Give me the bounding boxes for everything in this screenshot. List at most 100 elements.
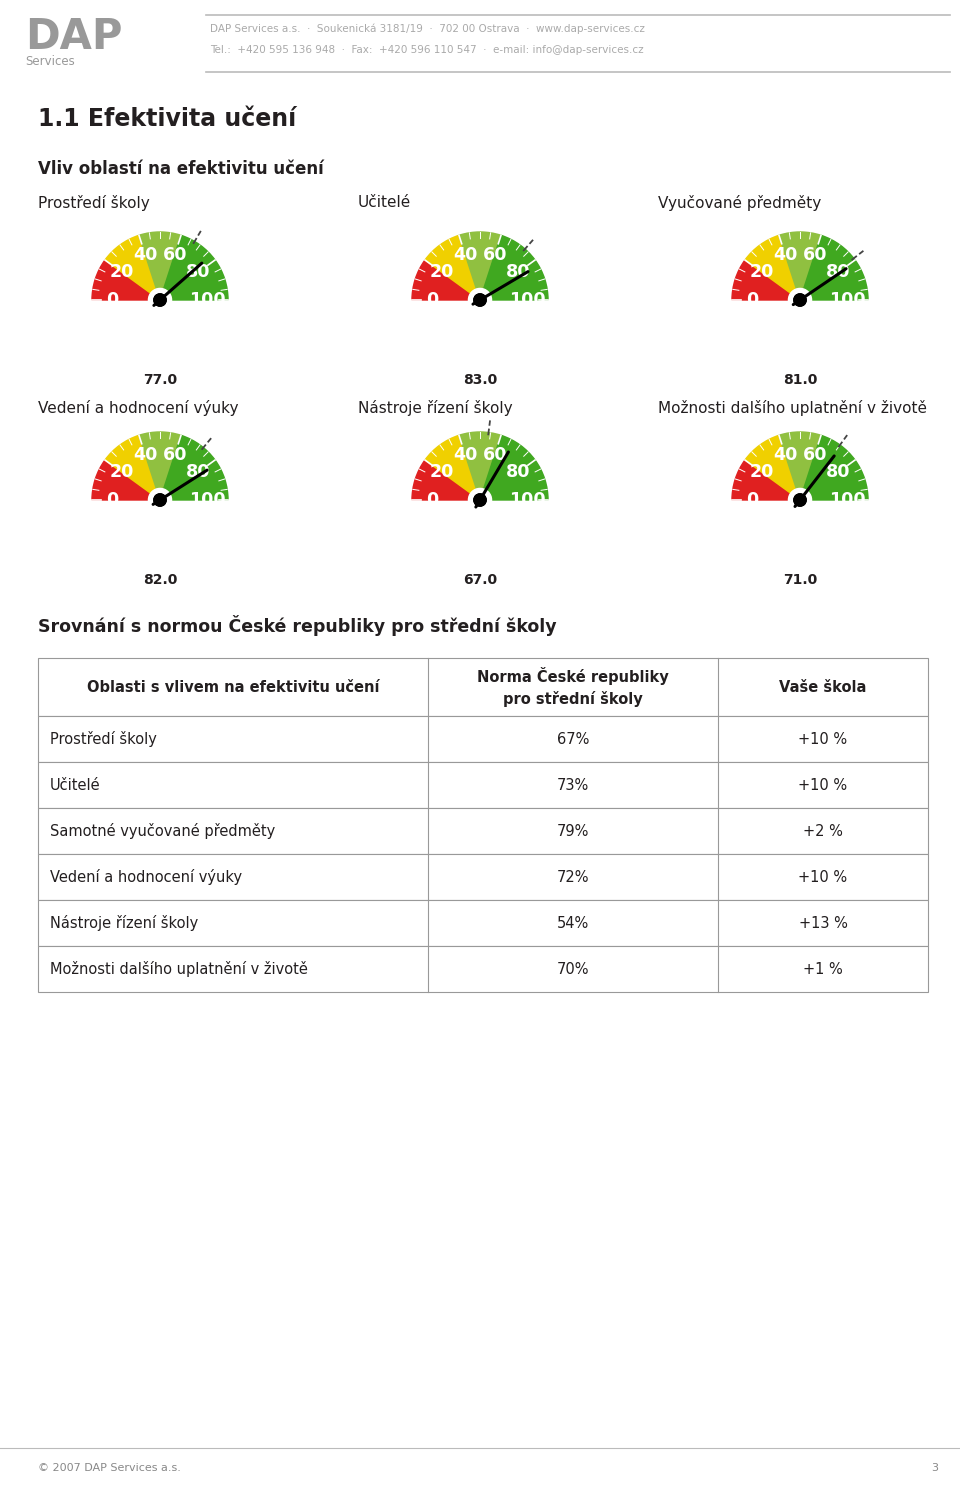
Text: 0: 0: [426, 491, 439, 509]
Text: 80: 80: [186, 263, 211, 281]
Bar: [38, 808, 928, 854]
Text: 0: 0: [746, 491, 758, 509]
Text: Možnosti dalšího uplatnění v životě: Možnosti dalšího uplatnění v životě: [50, 961, 308, 976]
Text: Vedení a hodnocení výuky: Vedení a hodnocení výuky: [38, 400, 238, 417]
Wedge shape: [139, 231, 181, 290]
Text: 67%: 67%: [557, 732, 589, 746]
Wedge shape: [745, 436, 797, 493]
Wedge shape: [779, 231, 821, 290]
Text: 0: 0: [746, 291, 758, 309]
Text: 80: 80: [827, 463, 851, 481]
Circle shape: [154, 494, 166, 506]
Text: 77.0: 77.0: [143, 373, 177, 387]
Text: 40: 40: [133, 446, 157, 464]
Wedge shape: [105, 236, 156, 293]
Wedge shape: [398, 300, 562, 382]
Text: +13 %: +13 %: [799, 915, 848, 930]
Text: +10 %: +10 %: [799, 869, 848, 884]
Text: 71.0: 71.0: [782, 573, 817, 587]
Text: 100: 100: [510, 491, 546, 509]
Text: Nástroje řízení školy: Nástroje řízení školy: [50, 915, 199, 932]
Text: +2 %: +2 %: [804, 824, 843, 839]
Circle shape: [474, 494, 486, 506]
Text: 73%: 73%: [557, 778, 589, 793]
Wedge shape: [398, 500, 562, 582]
Text: 70%: 70%: [557, 961, 589, 976]
Text: Oblasti s vlivem na efektivitu učení: Oblasti s vlivem na efektivitu učení: [86, 679, 379, 694]
Wedge shape: [149, 288, 172, 312]
Wedge shape: [412, 231, 548, 300]
Text: 80: 80: [186, 463, 211, 481]
Wedge shape: [425, 236, 476, 293]
Bar: [38, 854, 928, 900]
Text: 20: 20: [109, 263, 133, 281]
Text: 20: 20: [750, 263, 774, 281]
Text: 40: 40: [773, 246, 798, 264]
Text: 60: 60: [483, 446, 507, 464]
Text: 60: 60: [162, 446, 187, 464]
Wedge shape: [732, 231, 868, 300]
Wedge shape: [484, 436, 548, 500]
Text: 40: 40: [133, 246, 157, 264]
Wedge shape: [412, 260, 470, 300]
Text: 20: 20: [429, 463, 454, 481]
Text: 60: 60: [162, 246, 187, 264]
Text: 80: 80: [506, 463, 531, 481]
Circle shape: [154, 294, 166, 306]
Wedge shape: [459, 431, 501, 490]
Wedge shape: [468, 488, 492, 512]
Text: Samotné vyučované předměty: Samotné vyučované předměty: [50, 823, 276, 839]
Text: Services: Services: [25, 55, 75, 69]
Text: © 2007 DAP Services a.s.: © 2007 DAP Services a.s.: [38, 1463, 180, 1474]
Text: DAP: DAP: [25, 16, 123, 58]
Text: Prostředí školy: Prostředí školy: [38, 196, 150, 211]
Wedge shape: [105, 436, 156, 493]
Wedge shape: [484, 236, 548, 300]
Wedge shape: [412, 431, 548, 500]
Text: Srovnání s normou České republiky pro střední školy: Srovnání s normou České republiky pro st…: [38, 615, 557, 636]
Circle shape: [794, 294, 806, 306]
Text: 72%: 72%: [557, 869, 589, 884]
Text: 82.0: 82.0: [143, 573, 178, 587]
Text: Vliv oblastí na efektivitu učení: Vliv oblastí na efektivitu učení: [38, 160, 324, 178]
Text: Učitelé: Učitelé: [358, 196, 411, 211]
Wedge shape: [425, 436, 476, 493]
Wedge shape: [779, 431, 821, 490]
Text: Prostředí školy: Prostředí školy: [50, 732, 156, 746]
Text: +1 %: +1 %: [804, 961, 843, 976]
Wedge shape: [718, 500, 881, 582]
Text: Vyučované předměty: Vyučované předměty: [658, 196, 821, 211]
Text: 40: 40: [773, 446, 798, 464]
Text: 79%: 79%: [557, 824, 589, 839]
Text: 0: 0: [107, 491, 118, 509]
Text: Vaše škola: Vaše škola: [780, 679, 867, 694]
Circle shape: [794, 494, 806, 506]
Text: 40: 40: [453, 246, 477, 264]
Text: 40: 40: [453, 446, 477, 464]
Text: 80: 80: [506, 263, 531, 281]
Wedge shape: [804, 236, 868, 300]
Text: Vedení a hodnocení výuky: Vedení a hodnocení výuky: [50, 869, 242, 885]
Text: 83.0: 83.0: [463, 373, 497, 387]
Wedge shape: [163, 436, 228, 500]
Text: Tel.:  +420 595 136 948  ·  Fax:  +420 596 110 547  ·  e-mail: info@dap-services: Tel.: +420 595 136 948 · Fax: +420 596 1…: [210, 45, 643, 55]
Text: 100: 100: [510, 291, 546, 309]
Wedge shape: [745, 236, 797, 293]
Wedge shape: [79, 500, 242, 582]
Wedge shape: [79, 300, 242, 382]
Text: 54%: 54%: [557, 915, 589, 930]
Wedge shape: [732, 260, 791, 300]
Text: 100: 100: [189, 291, 226, 309]
Text: 0: 0: [426, 291, 439, 309]
Wedge shape: [92, 231, 228, 300]
Text: 81.0: 81.0: [782, 373, 817, 387]
Wedge shape: [139, 431, 181, 490]
Bar: [38, 947, 928, 991]
Circle shape: [474, 294, 486, 306]
Text: 20: 20: [429, 263, 454, 281]
Wedge shape: [92, 260, 151, 300]
Text: +10 %: +10 %: [799, 778, 848, 793]
Wedge shape: [804, 436, 868, 500]
Wedge shape: [459, 231, 501, 290]
Wedge shape: [718, 300, 881, 382]
